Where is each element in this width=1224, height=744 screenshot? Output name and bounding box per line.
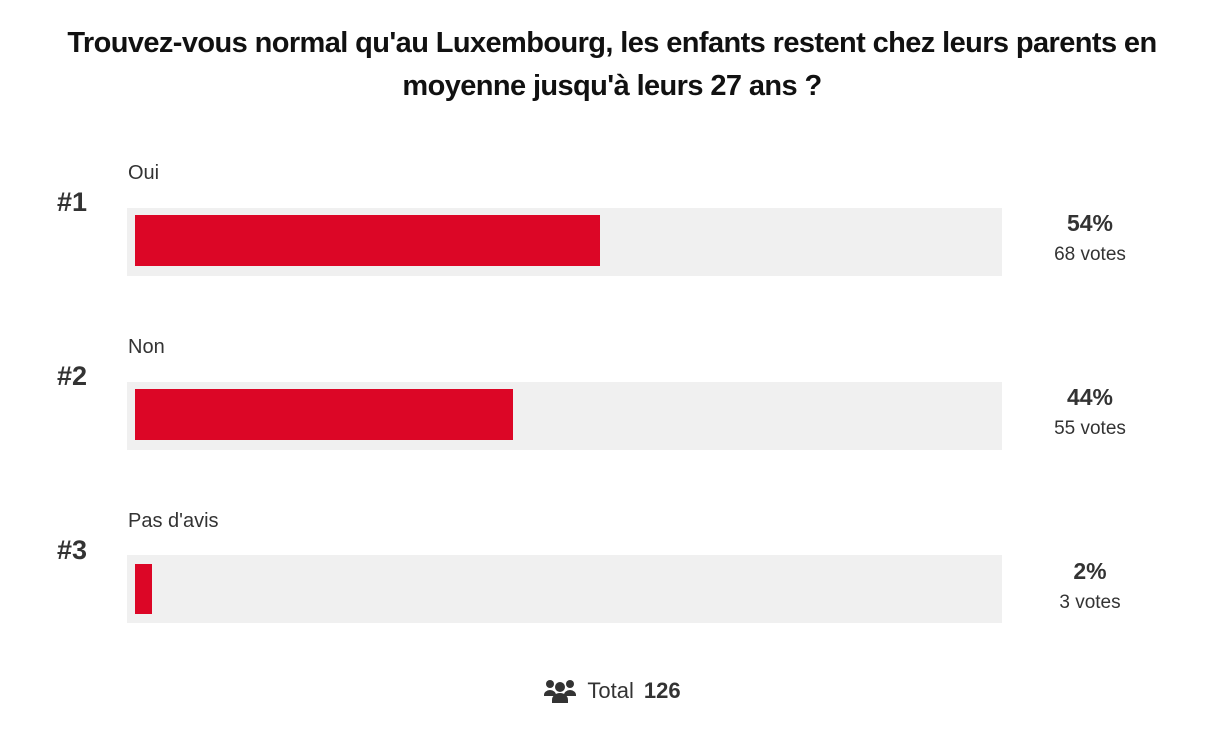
poll-option-row: #3 Pas d'avis 2% 3 votes: [0, 508, 1224, 648]
option-bar-track: [127, 555, 1002, 623]
users-icon: [543, 678, 577, 704]
option-label: Non: [128, 336, 165, 358]
poll-option-row: #1 Oui 54% 68 votes: [0, 160, 1224, 300]
total-votes: Total 126: [0, 678, 1224, 704]
option-bar-fill: [135, 564, 152, 614]
total-value: 126: [643, 678, 681, 703]
option-percent: 44%: [1066, 384, 1114, 410]
option-stats: 54% 68 votes: [1030, 208, 1150, 268]
option-bar-fill: [135, 389, 513, 440]
option-votes: 55 votes: [1054, 418, 1126, 439]
poll-question-title: Trouvez-vous normal qu'au Luxembourg, le…: [67, 27, 1157, 102]
option-bar-track: [127, 208, 1002, 276]
poll-option-row: #2 Non 44% 55 votes: [0, 334, 1224, 474]
option-label: Oui: [128, 162, 160, 184]
option-bar-fill: [135, 215, 600, 266]
option-percent: 54%: [1066, 210, 1114, 236]
option-stats: 44% 55 votes: [1030, 382, 1150, 442]
option-bar-track: [127, 382, 1002, 450]
option-rank: #2: [57, 361, 88, 391]
option-votes: 3 votes: [1059, 592, 1121, 613]
option-stats: 2% 3 votes: [1030, 556, 1150, 616]
option-rank: #3: [57, 535, 88, 565]
option-label: Pas d'avis: [128, 510, 219, 532]
option-percent: 2%: [1073, 558, 1107, 584]
total-label: Total: [587, 678, 634, 703]
option-votes: 68 votes: [1054, 244, 1126, 265]
option-rank: #1: [57, 187, 88, 217]
